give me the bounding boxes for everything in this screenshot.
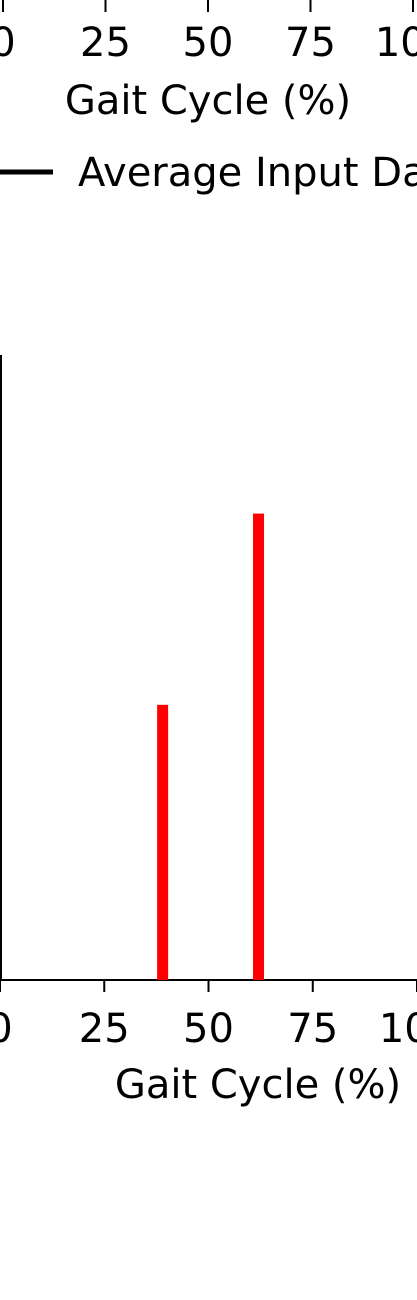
x-tick-label: 75 xyxy=(287,1006,338,1052)
bottom-x-axis-label: Gait Cycle (%) xyxy=(115,1062,401,1108)
top-x-axis: 0 25 50 75 100 xyxy=(0,0,417,66)
bottom-chart: 0 25 50 75 100 Gait Cycle (%) xyxy=(0,355,417,1108)
x-tick-label: 25 xyxy=(79,1006,130,1052)
legend-label: Average Input Data xyxy=(78,150,417,196)
bottom-x-axis: 0 25 50 75 100 xyxy=(0,980,417,1052)
top-x-tick-label: 25 xyxy=(80,20,131,66)
top-x-tick-label: 75 xyxy=(285,20,336,66)
x-tick-label: 0 xyxy=(0,1006,13,1052)
bar xyxy=(253,513,265,980)
top-x-tick-label: 50 xyxy=(183,20,234,66)
bars xyxy=(157,513,265,980)
top-chart: 0 25 50 75 100 Gait Cycle (%) Average Input … xyxy=(0,0,417,196)
top-x-tick-label: 0 xyxy=(0,20,16,66)
top-x-axis-label: Gait Cycle (%) xyxy=(65,78,351,124)
x-tick-label: 50 xyxy=(183,1006,234,1052)
top-x-tick-label: 100 xyxy=(375,20,417,66)
top-legend: Average Input Data xyxy=(0,150,417,196)
bar xyxy=(157,704,169,980)
x-tick-label: 100 xyxy=(379,1006,417,1052)
